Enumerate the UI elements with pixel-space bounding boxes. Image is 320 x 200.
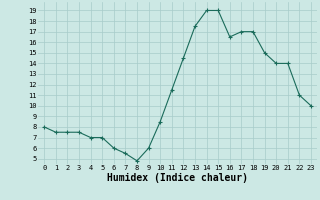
- X-axis label: Humidex (Indice chaleur): Humidex (Indice chaleur): [107, 173, 248, 183]
